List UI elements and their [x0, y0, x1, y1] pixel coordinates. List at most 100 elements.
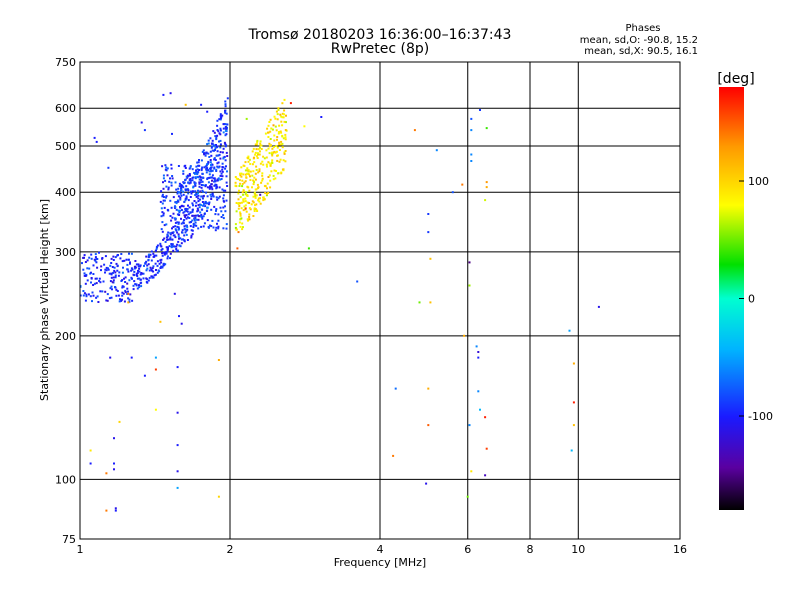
- data-point: [174, 221, 177, 224]
- data-point: [212, 177, 215, 180]
- data-point: [484, 416, 487, 419]
- data-point: [201, 217, 204, 220]
- data-point: [162, 196, 165, 198]
- data-point: [117, 294, 120, 297]
- data-point: [192, 226, 195, 228]
- data-point: [201, 176, 204, 179]
- data-point: [205, 171, 208, 174]
- data-point: [202, 184, 205, 187]
- data-point: [202, 195, 205, 198]
- data-point: [93, 258, 96, 261]
- x-ticks: 1 2 4 6 8 10 16: [77, 543, 688, 556]
- data-point: [156, 271, 159, 274]
- data-point: [219, 117, 222, 120]
- data-point: [225, 175, 228, 178]
- data-point: [130, 269, 133, 272]
- data-point: [197, 192, 199, 195]
- data-point: [207, 139, 210, 142]
- data-point: [281, 142, 284, 145]
- x-tick-label: 1: [77, 543, 84, 556]
- data-point: [259, 144, 262, 147]
- data-point: [172, 225, 175, 228]
- data-point: [189, 211, 192, 214]
- data-point: [163, 199, 166, 202]
- data-point: [198, 181, 201, 184]
- data-point: [169, 233, 172, 236]
- data-point: [147, 279, 150, 282]
- data-point: [238, 185, 241, 187]
- data-point: [429, 301, 432, 304]
- data-point: [190, 234, 193, 237]
- data-point: [283, 120, 286, 123]
- data-point: [110, 273, 113, 276]
- data-point: [138, 286, 141, 289]
- data-point: [147, 258, 150, 261]
- data-point: [171, 177, 174, 180]
- data-point: [280, 120, 283, 123]
- data-point: [256, 152, 259, 155]
- data-point: [219, 118, 222, 121]
- data-point: [281, 102, 284, 105]
- data-point: [254, 193, 257, 196]
- data-point: [461, 183, 464, 186]
- data-point: [134, 266, 137, 269]
- data-point: [278, 131, 280, 133]
- data-point: [130, 252, 133, 255]
- data-point: [215, 185, 218, 188]
- data-point: [211, 179, 213, 182]
- data-point: [468, 424, 471, 427]
- data-point: [258, 168, 261, 171]
- data-point: [112, 255, 115, 258]
- data-point: [86, 267, 89, 270]
- colorbar-tick-label: 0: [748, 293, 755, 306]
- data-point: [129, 293, 132, 296]
- data-point: [164, 240, 167, 243]
- data-point: [470, 470, 473, 473]
- data-point: [216, 134, 219, 137]
- data-point: [320, 116, 323, 118]
- data-point: [135, 283, 138, 286]
- data-point: [93, 136, 96, 139]
- data-point: [427, 231, 430, 234]
- data-point: [121, 294, 124, 297]
- data-point: [209, 137, 212, 140]
- data-point: [225, 199, 228, 202]
- data-point: [138, 277, 141, 280]
- data-point: [188, 173, 191, 175]
- data-point: [172, 245, 175, 248]
- data-point: [183, 210, 186, 213]
- data-point: [166, 238, 169, 241]
- data-point: [211, 174, 214, 177]
- data-point: [179, 198, 182, 201]
- data-point: [212, 149, 215, 152]
- data-point: [196, 168, 199, 171]
- data-point: [177, 209, 180, 212]
- data-point: [194, 221, 197, 224]
- data-point: [149, 253, 152, 256]
- data-point: [171, 243, 174, 246]
- data-point: [181, 231, 184, 234]
- data-point: [177, 165, 180, 167]
- data-point: [245, 176, 248, 179]
- data-point: [126, 263, 129, 266]
- data-point: [207, 203, 210, 206]
- data-point: [282, 159, 285, 162]
- data-point: [118, 271, 121, 274]
- data-point: [216, 129, 219, 131]
- data-point: [284, 133, 287, 136]
- data-point: [266, 127, 269, 130]
- data-point: [130, 356, 133, 359]
- data-point: [246, 172, 248, 175]
- data-point: [222, 127, 225, 130]
- chart-title: Tromsø 20180203 16:36:00–16:37:43: [248, 27, 512, 43]
- data-point: [267, 136, 270, 138]
- data-point: [121, 260, 124, 263]
- data-point: [215, 209, 217, 212]
- data-point: [190, 221, 192, 223]
- data-point: [254, 143, 257, 146]
- data-point: [270, 144, 272, 147]
- data-point: [264, 132, 267, 135]
- data-point: [160, 265, 163, 268]
- data-point: [92, 284, 95, 286]
- data-point: [143, 129, 146, 132]
